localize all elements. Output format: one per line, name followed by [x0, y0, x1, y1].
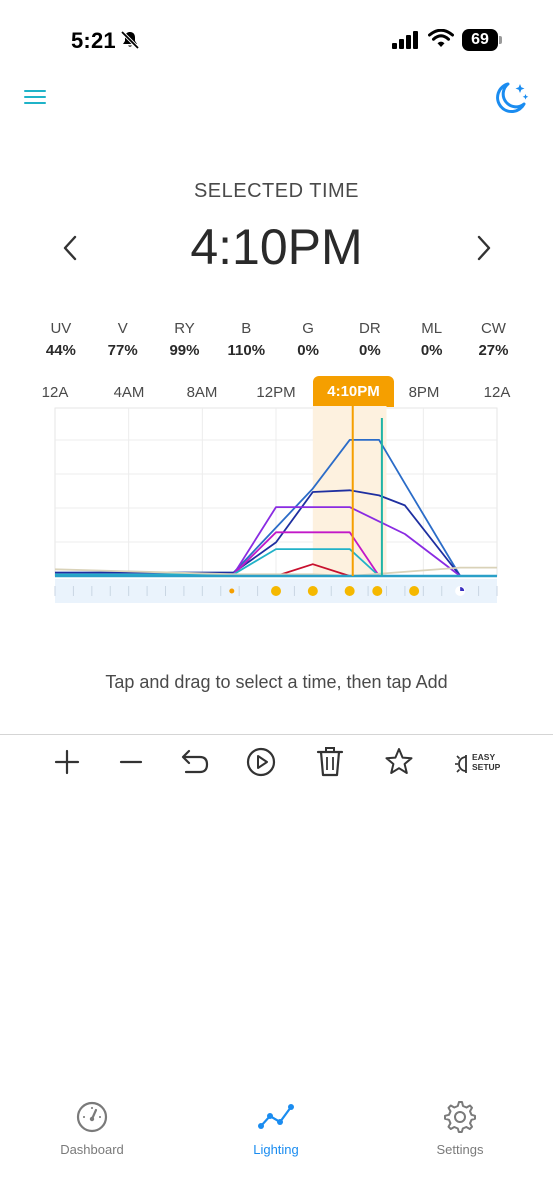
easy-setup-line2: SETUP [472, 762, 501, 772]
selected-time-value: 4:10PM [190, 219, 363, 275]
tab-label: Settings [436, 1142, 484, 1157]
moon-point-icon [460, 587, 465, 591]
channel-value: 99% [169, 342, 200, 359]
channel-value: 27% [478, 342, 509, 359]
channel-value: 0% [420, 342, 443, 359]
channel-name: B [241, 320, 252, 337]
tab-bar: Dashboard Lighting Settings [0, 1100, 553, 1170]
time-axis-label: 12PM [256, 384, 296, 401]
channel-dr: DR 0% [339, 320, 401, 359]
minus-icon[interactable] [113, 744, 149, 780]
channel-name: V [117, 320, 128, 337]
chevron-right-icon[interactable] [472, 234, 496, 262]
battery-indicator: 69 [462, 29, 502, 51]
chevron-left-icon[interactable] [58, 234, 82, 262]
tab-settings[interactable]: Settings [400, 1100, 520, 1157]
channel-name: CW [480, 320, 506, 337]
channel-name: UV [50, 320, 72, 337]
timeline-point [271, 586, 281, 596]
selected-time-label: SELECTED TIME [193, 180, 360, 202]
battery-level: 69 [471, 31, 489, 48]
bell-slash-icon [120, 30, 140, 50]
sun-half-icon [455, 755, 467, 773]
status-bar: 5:21 69 [0, 0, 553, 80]
channel-values: UV 44% V 77% RY 99% B 110% G 0% DR 0% ML 0% CW 2… [30, 320, 525, 359]
moon-stars-icon[interactable] [490, 80, 530, 116]
timeline-point [229, 588, 235, 594]
channel-uv: UV 44% [30, 320, 92, 359]
tab-dashboard[interactable]: Dashboard [32, 1100, 152, 1157]
channel-value: 44% [45, 342, 76, 359]
timeline-point [372, 586, 383, 596]
channel-cw: CW 27% [463, 320, 525, 359]
plus-icon[interactable] [49, 744, 85, 780]
channel-ry: RY 99% [154, 320, 216, 359]
easy-setup-line1: EASY [472, 752, 496, 762]
lighting-schedule-chart[interactable] [0, 406, 553, 606]
toolbar: EASY SETUP [0, 744, 553, 782]
time-axis: 12A 4AM 8AM 12PM 8PM 12A [0, 384, 553, 404]
timeline-point [409, 586, 420, 596]
signal-icon [392, 31, 418, 49]
channel-name: DR [359, 320, 381, 337]
channel-value: 0% [359, 342, 381, 359]
time-axis-label: 12A [41, 384, 69, 401]
tab-lighting[interactable]: Lighting [216, 1100, 336, 1157]
play-icon[interactable] [243, 744, 279, 780]
channel-name: G [302, 320, 314, 337]
time-axis-label: 4AM [113, 384, 145, 401]
channel-value: 77% [107, 342, 138, 359]
instruction-text: Tap and drag to select a time, then tap … [105, 672, 448, 692]
selected-time-pill[interactable]: 4:10PM [313, 376, 394, 407]
channel-ml: ML 0% [401, 320, 463, 359]
time-axis-label: 12A [483, 384, 511, 401]
status-time: 5:21 [71, 28, 116, 53]
easy-setup-button[interactable]: EASY SETUP [452, 750, 504, 778]
timeline-point [307, 586, 318, 596]
channel-name: ML [421, 320, 443, 337]
undo-icon[interactable] [176, 744, 212, 780]
wifi-icon [428, 29, 454, 47]
divider [0, 734, 553, 735]
star-icon[interactable] [381, 744, 417, 780]
channel-value: 0% [297, 342, 319, 359]
channel-b: B 110% [215, 320, 277, 359]
gear-icon [444, 1101, 476, 1133]
channel-v: V 77% [92, 320, 154, 359]
menu-icon[interactable] [24, 88, 46, 106]
trash-icon[interactable] [312, 744, 348, 780]
timeline-point [344, 586, 355, 596]
channel-value: 110% [227, 342, 266, 359]
channel-g: G 0% [277, 320, 339, 359]
tab-label: Dashboard [60, 1142, 124, 1157]
time-axis-label: 8AM [186, 384, 218, 401]
gauge-icon [76, 1101, 108, 1133]
tab-label: Lighting [253, 1142, 299, 1157]
graph-icon [258, 1104, 294, 1129]
channel-name: RY [174, 320, 195, 337]
time-axis-label: 8PM [408, 384, 440, 401]
